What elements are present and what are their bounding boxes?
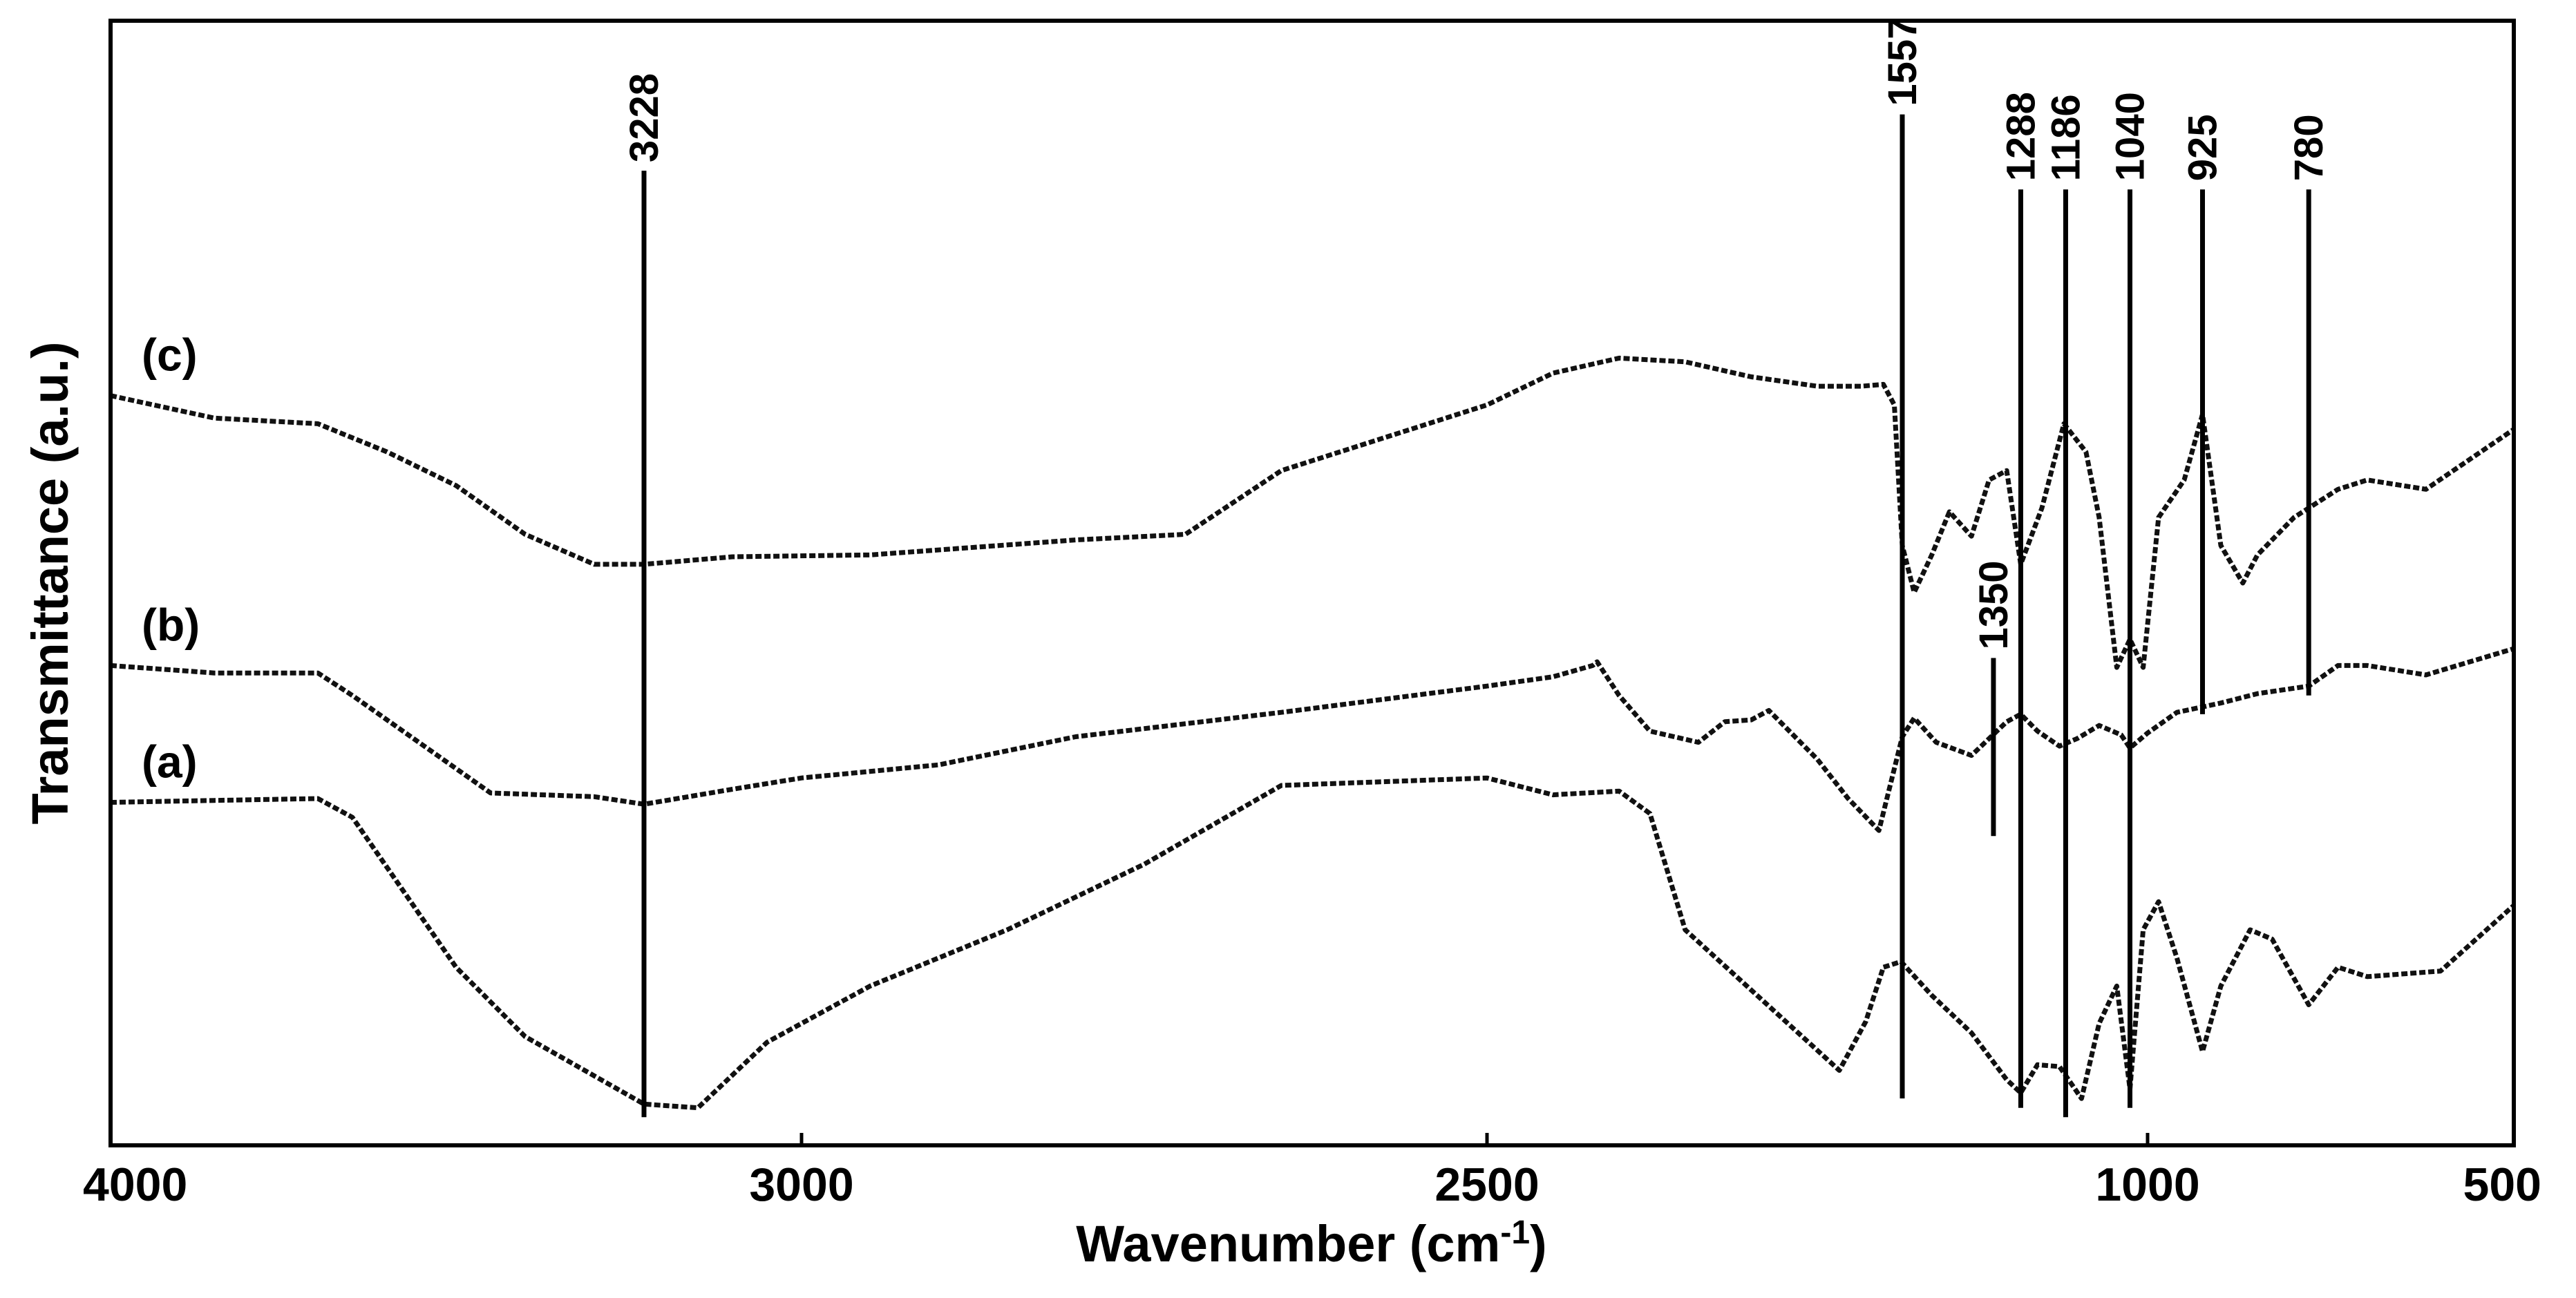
x-axis-title-superscript: -1 (1500, 1214, 1530, 1251)
x-tick-label-500: 500 (2463, 1158, 2541, 1211)
peak-label-1186: 1186 (2043, 94, 2088, 181)
x-tick-label-2500: 2500 (1434, 1158, 1539, 1211)
series-label-c: (c) (142, 330, 198, 381)
y-axis-title: Transmittance (a.u.) (21, 341, 79, 824)
peak-label-780: 780 (2286, 114, 2331, 181)
x-tick-label-4000: 4000 (83, 1158, 187, 1211)
plot-area: 4000 3000 2500 1000 500 (a) (b) (c) 3228 1557 1288… (83, 17, 2541, 1211)
x-tick-label-3000: 3000 (749, 1158, 853, 1211)
peak-label-1040: 1040 (2108, 92, 2153, 181)
x-axis-title: Wavenumber (cm-1) (1076, 1214, 1546, 1273)
plot-frame (108, 19, 2516, 1147)
peak-label-1350: 1350 (1971, 561, 2016, 650)
series-line-c (110, 355, 2515, 670)
series-line-a (110, 775, 2516, 1111)
x-axis-title-close: ) (1530, 1215, 1547, 1272)
x-axis-title-main: Wavenumber (cm (1076, 1215, 1500, 1272)
peak-label-1557: 1557 (1880, 17, 1925, 106)
peak-label-1288: 1288 (1998, 92, 2043, 181)
series-label-a: (a) (142, 736, 198, 787)
x-tick-label-1000: 1000 (2095, 1158, 2199, 1211)
series-line-b (110, 646, 2515, 833)
peak-label-3228: 3228 (622, 73, 667, 162)
series-label-b: (b) (142, 599, 200, 650)
peak-label-925: 925 (2181, 114, 2226, 181)
